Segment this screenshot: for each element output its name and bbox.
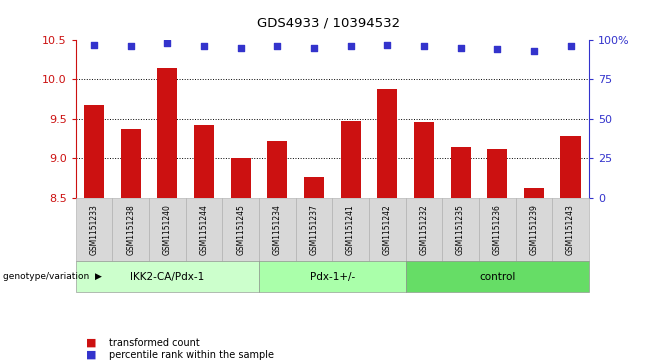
Point bbox=[345, 43, 356, 49]
Point bbox=[272, 43, 282, 49]
Text: GSM1151243: GSM1151243 bbox=[566, 204, 575, 255]
Bar bbox=[267, 141, 288, 198]
Text: IKK2-CA/Pdx-1: IKK2-CA/Pdx-1 bbox=[130, 272, 205, 282]
Bar bbox=[487, 149, 507, 198]
Text: ■: ■ bbox=[86, 350, 96, 360]
Point bbox=[162, 40, 172, 46]
Text: ■: ■ bbox=[86, 338, 96, 348]
Bar bbox=[524, 188, 544, 198]
Text: GSM1151238: GSM1151238 bbox=[126, 204, 135, 255]
Point bbox=[89, 42, 99, 48]
Text: Pdx-1+/-: Pdx-1+/- bbox=[310, 272, 355, 282]
Text: percentile rank within the sample: percentile rank within the sample bbox=[109, 350, 274, 360]
Bar bbox=[157, 68, 178, 198]
Text: GSM1151245: GSM1151245 bbox=[236, 204, 245, 255]
Text: transformed count: transformed count bbox=[109, 338, 199, 348]
Text: GSM1151233: GSM1151233 bbox=[89, 204, 99, 255]
Bar bbox=[304, 177, 324, 198]
Text: GSM1151232: GSM1151232 bbox=[419, 204, 428, 255]
Text: GSM1151236: GSM1151236 bbox=[493, 204, 502, 255]
Bar bbox=[120, 129, 141, 198]
Bar bbox=[451, 147, 470, 198]
Bar bbox=[230, 158, 251, 198]
Text: GDS4933 / 10394532: GDS4933 / 10394532 bbox=[257, 16, 401, 29]
Point bbox=[126, 43, 136, 49]
Point bbox=[492, 46, 503, 52]
Text: GSM1151237: GSM1151237 bbox=[309, 204, 318, 255]
Point bbox=[199, 43, 209, 49]
Point bbox=[382, 42, 393, 48]
Point bbox=[236, 45, 246, 51]
Bar bbox=[377, 89, 397, 198]
Bar bbox=[84, 105, 104, 198]
Text: GSM1151234: GSM1151234 bbox=[273, 204, 282, 255]
Text: GSM1151240: GSM1151240 bbox=[163, 204, 172, 255]
Point bbox=[418, 43, 429, 49]
Text: GSM1151244: GSM1151244 bbox=[199, 204, 209, 255]
Text: GSM1151242: GSM1151242 bbox=[383, 204, 392, 255]
Point bbox=[309, 45, 319, 51]
Bar bbox=[194, 125, 214, 198]
Text: control: control bbox=[479, 272, 515, 282]
Point bbox=[565, 43, 576, 49]
Bar bbox=[561, 136, 580, 198]
Bar bbox=[414, 122, 434, 198]
Point bbox=[528, 48, 539, 54]
Text: genotype/variation  ▶: genotype/variation ▶ bbox=[3, 272, 102, 281]
Text: GSM1151235: GSM1151235 bbox=[456, 204, 465, 255]
Bar bbox=[341, 121, 361, 198]
Text: GSM1151241: GSM1151241 bbox=[346, 204, 355, 255]
Text: GSM1151239: GSM1151239 bbox=[530, 204, 538, 255]
Point bbox=[455, 45, 466, 51]
